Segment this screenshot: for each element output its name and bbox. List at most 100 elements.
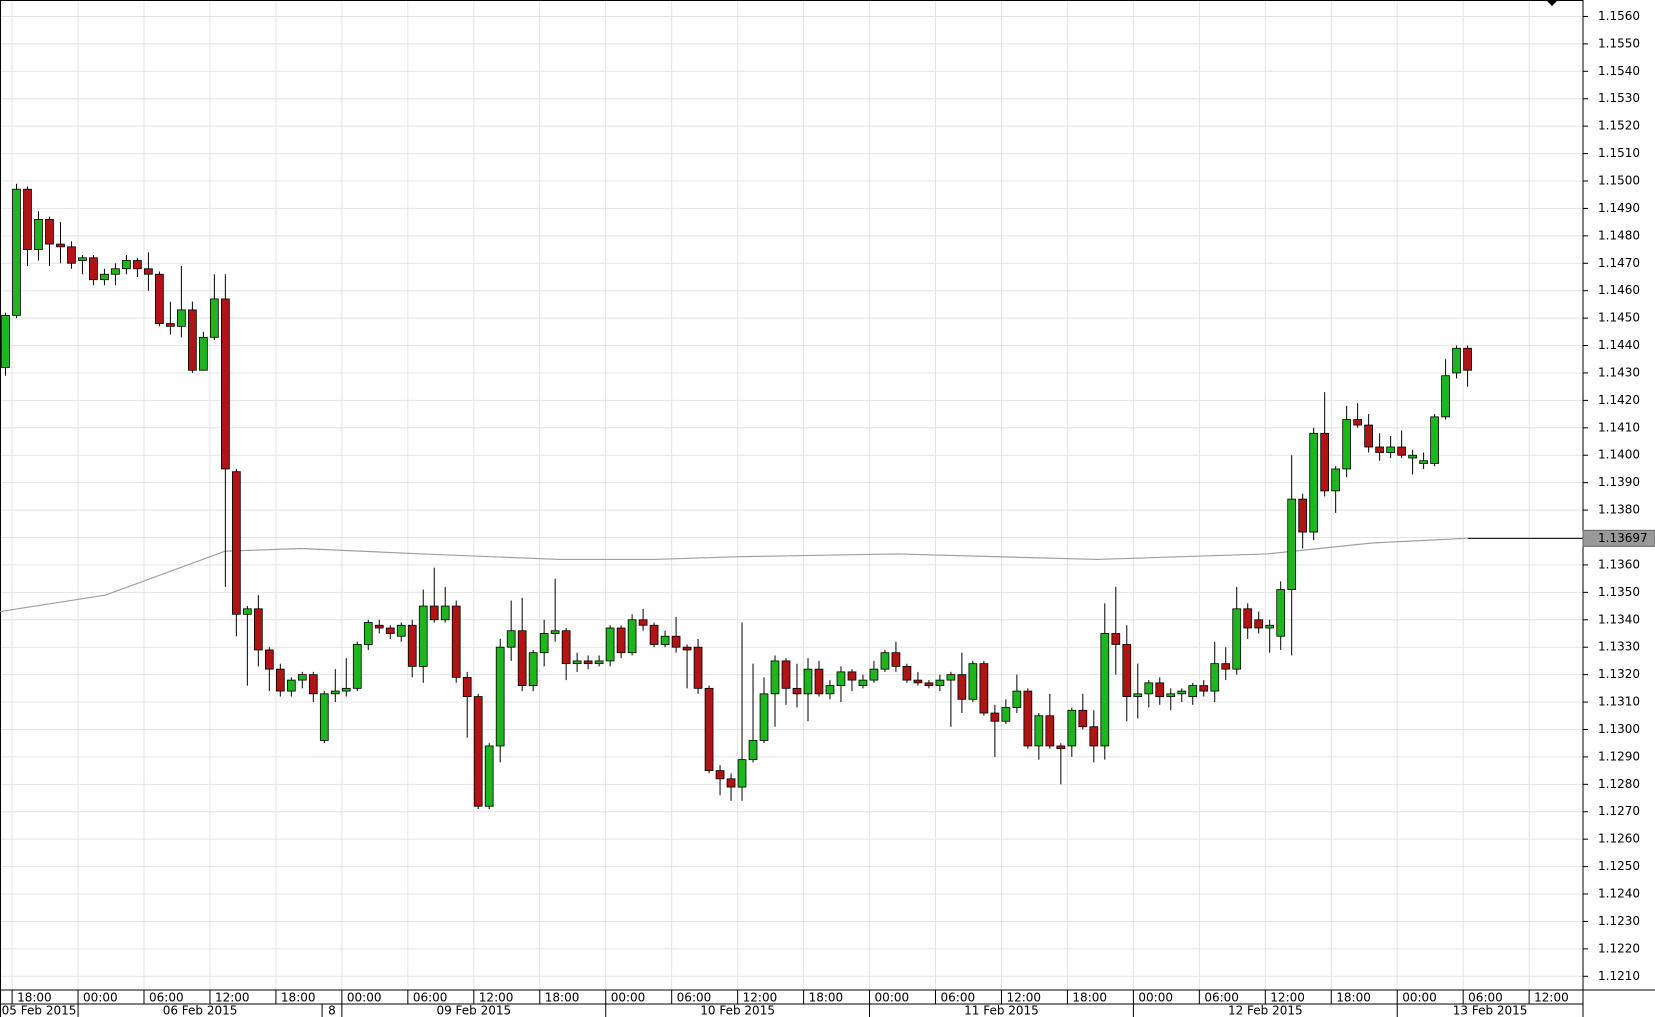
x-tick-label: 12:00 <box>743 991 778 1005</box>
y-tick-label: 1.1220 <box>1598 941 1640 955</box>
candle-body <box>23 188 32 250</box>
y-tick-label: 1.1460 <box>1598 283 1640 297</box>
x-tick-label: 00:00 <box>611 991 646 1005</box>
x-tick-label: 00:00 <box>1138 991 1173 1005</box>
date-label: 8 <box>328 1004 336 1017</box>
candle-body <box>264 649 274 670</box>
last-value-box <box>1582 529 1655 547</box>
candle-body <box>1430 416 1439 464</box>
candle-body <box>1012 690 1022 708</box>
candle-body <box>122 260 131 270</box>
candle-body <box>924 682 934 686</box>
candle-body <box>297 674 307 681</box>
candle-body <box>12 188 21 316</box>
x-tick-label: 18:00 <box>281 991 316 1005</box>
candle-body <box>56 243 65 248</box>
candle-body <box>605 627 615 662</box>
candle-body <box>803 668 813 695</box>
candle-body <box>100 273 109 281</box>
date-label: 10 Feb 2015 <box>700 1004 775 1017</box>
candle-body <box>67 246 76 264</box>
candle-body <box>847 671 857 681</box>
x-tick-label: 00:00 <box>1402 991 1437 1005</box>
candle-body <box>133 260 142 270</box>
candle-body <box>1177 690 1187 695</box>
y-tick-label: 1.1280 <box>1598 777 1640 791</box>
candle-body <box>1342 419 1352 470</box>
candle-body <box>1452 347 1461 374</box>
candle-body <box>1419 460 1428 464</box>
date-label: 05 Feb 2015 <box>2 1004 77 1017</box>
y-tick-label: 1.1500 <box>1598 173 1640 187</box>
x-tick-label: 12:00 <box>1534 991 1569 1005</box>
candle-body <box>770 660 780 695</box>
candle-body <box>660 635 670 645</box>
candle-body <box>1199 685 1209 692</box>
candle-body <box>89 257 98 281</box>
y-tick-label: 1.1270 <box>1598 804 1640 818</box>
candle-body <box>231 471 241 615</box>
candle-body <box>1320 432 1330 492</box>
candle-body <box>484 745 494 807</box>
y-tick-label: 1.1390 <box>1598 475 1640 489</box>
candle-body <box>155 273 164 325</box>
candle-body <box>693 646 703 689</box>
candle-body <box>1034 715 1044 747</box>
y-tick-label: 1.1350 <box>1598 585 1640 599</box>
x-tick-label: 18:00 <box>809 991 844 1005</box>
date-label: 13 Feb 2015 <box>1453 1004 1528 1017</box>
candle-body <box>979 663 989 714</box>
x-tick-label: 06:00 <box>413 991 448 1005</box>
candle-body <box>188 309 197 371</box>
scroll-marker <box>1546 0 1558 6</box>
y-tick-label: 1.1550 <box>1598 36 1640 50</box>
candle-body <box>210 298 219 338</box>
candle-body <box>1111 633 1121 645</box>
candle-body <box>396 624 406 637</box>
y-tick-label: 1.1340 <box>1598 612 1640 626</box>
candle-body <box>1397 446 1406 456</box>
x-tick-label: 18:00 <box>1336 991 1371 1005</box>
candle-body <box>221 298 230 470</box>
candle-body <box>319 693 329 741</box>
y-tick-label: 1.1560 <box>1598 9 1640 23</box>
candle-body <box>539 633 549 654</box>
y-tick-label: 1.1300 <box>1598 722 1640 736</box>
candle-body <box>1056 745 1066 750</box>
candle-body <box>352 644 362 689</box>
candle-body <box>1078 709 1088 728</box>
candle-body <box>946 674 956 681</box>
candle-body <box>1287 498 1297 591</box>
candle-body <box>550 630 560 634</box>
candle-body <box>1309 432 1319 533</box>
y-tick-label: 1.1510 <box>1598 146 1640 160</box>
x-tick-label: 12:00 <box>1006 991 1041 1005</box>
candle-body <box>825 685 835 695</box>
candle-body <box>1375 446 1384 453</box>
candle-body <box>418 605 428 667</box>
candle-body <box>275 668 285 692</box>
candle-body <box>495 646 505 747</box>
candle-body <box>737 759 747 788</box>
x-tick-label: 18:00 <box>17 991 52 1005</box>
candle-body <box>1386 446 1395 453</box>
candle-body <box>242 608 252 615</box>
candle-body <box>177 309 186 327</box>
y-tick-label: 1.1260 <box>1598 832 1640 846</box>
candle-body <box>1463 347 1472 371</box>
candle-body <box>374 624 384 629</box>
candle-body <box>704 687 714 772</box>
candle-body <box>1067 709 1077 747</box>
y-tick-label: 1.1420 <box>1598 393 1640 407</box>
candle-body <box>594 660 604 665</box>
candle-body <box>682 646 692 651</box>
y-tick-label: 1.1290 <box>1598 749 1640 763</box>
candle-body <box>1298 498 1308 533</box>
candle-body <box>1210 663 1220 692</box>
candle-body <box>759 693 769 741</box>
y-tick-label: 1.1450 <box>1598 311 1640 325</box>
candle-body <box>968 663 978 700</box>
